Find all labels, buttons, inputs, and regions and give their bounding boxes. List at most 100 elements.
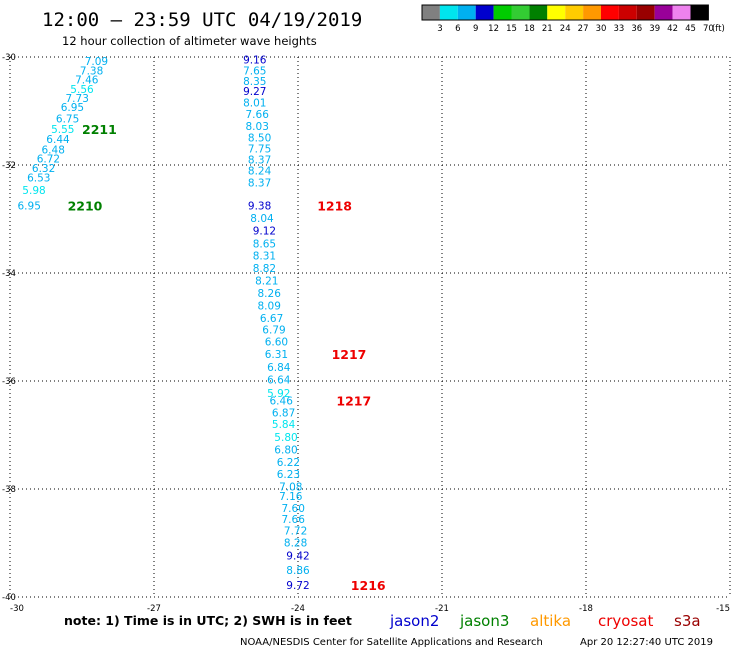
swh-value: 6.23 — [277, 469, 300, 481]
colorbar-label: 3 — [437, 24, 442, 34]
colorbar-swatch — [636, 5, 655, 20]
swh-value: 8.37 — [248, 155, 271, 167]
swh-value: 7.73 — [66, 93, 89, 105]
swh-value: 6.31 — [265, 349, 288, 361]
swh-value: 6.95 — [61, 102, 84, 114]
legend-s3a: s3a — [674, 612, 701, 630]
colorbar-swatch — [511, 5, 530, 20]
colorbar-swatch — [422, 5, 440, 20]
colorbar-swatch — [654, 5, 673, 20]
swh-value: 8.28 — [284, 537, 307, 549]
swh-value: 7.16 — [279, 491, 303, 503]
swh-value: 6.87 — [272, 407, 295, 419]
colorbar-label: 45 — [685, 24, 696, 34]
x-tick-label: -24 — [291, 604, 305, 614]
legend-altika: altika — [530, 612, 571, 630]
swh-value: 7.46 — [75, 75, 99, 87]
swh-value: 8.65 — [253, 238, 276, 250]
colorbar-label: 24 — [560, 24, 571, 34]
colorbar-swatch — [457, 5, 476, 20]
colorbar-unit: (ft) — [712, 24, 725, 34]
swh-value: 7.09 — [85, 56, 108, 68]
colorbar-frame — [421, 4, 709, 21]
axis-ticks: -30 -27 -24 -21 -18 -15 -30 -32 -34 -36 -38 -40 — [2, 53, 730, 614]
footer-timestamp: Apr 20 12:27:40 UTC 2019 — [580, 637, 713, 648]
swh-value: 9.72 — [286, 580, 309, 592]
swh-value: 7.66 — [282, 514, 306, 526]
colorbar-label: 33 — [613, 24, 624, 34]
x-tick-label: -27 — [147, 604, 161, 614]
swh-value: 9.16 — [243, 55, 267, 67]
colorbar-label: 6 — [455, 24, 460, 34]
swh-value: 7.38 — [80, 66, 103, 78]
swh-value: 5.80 — [274, 432, 297, 444]
x-tick-label: -21 — [435, 604, 449, 614]
colorbar-label: 42 — [667, 24, 678, 34]
swh-value: 5.84 — [272, 419, 296, 431]
y-tick-label: -32 — [2, 161, 16, 171]
swh-value: 6.79 — [262, 325, 285, 337]
pass-label: 1216 — [351, 578, 386, 593]
swh-value: 6.60 — [265, 337, 288, 349]
swh-value: 6.46 — [270, 395, 294, 407]
y-tick-label: -36 — [2, 377, 16, 387]
swh-value: 6.53 — [27, 172, 50, 184]
swh-value: 8.04 — [250, 213, 274, 225]
footer-credit: NOAA/NESDIS Center for Satellite Applica… — [240, 637, 543, 648]
colorbar-label: 21 — [542, 24, 553, 34]
colorbar-swatch — [601, 5, 619, 20]
swh-value: 6.80 — [274, 445, 297, 457]
swh-value: 6.72 — [37, 154, 60, 166]
y-tick-label: -40 — [2, 593, 16, 603]
colorbar-label: 27 — [578, 24, 589, 34]
x-tick-label: -15 — [716, 604, 730, 614]
colorbar-label: 30 — [596, 24, 607, 34]
swh-value: 6.22 — [277, 457, 300, 469]
swh-value: 7.75 — [248, 143, 271, 155]
swh-value: 6.67 — [260, 313, 283, 325]
colorbar-swatch — [565, 5, 584, 20]
swh-value: 8.82 — [253, 263, 276, 275]
colorbar-swatch — [690, 5, 709, 20]
note-text: note: 1) Time is in UTC; 2) SWH is in fe… — [64, 613, 352, 628]
swh-value: 8.09 — [258, 300, 281, 312]
colorbar-swatch — [583, 5, 601, 20]
swh-value: 5.98 — [22, 185, 45, 197]
chart-subtitle: 12 hour collection of altimeter wave hei… — [62, 34, 317, 48]
pass-label: 1218 — [317, 199, 352, 214]
satellite-legend: jason2 jason3 altika cryosat s3a — [389, 612, 701, 630]
swh-value: 6.64 — [267, 374, 291, 386]
colorbar-swatch — [493, 5, 512, 20]
swh-value: 6.48 — [42, 144, 65, 156]
y-tick-label: -38 — [2, 485, 16, 495]
swh-value: 9.12 — [253, 225, 276, 237]
swh-value: 6.44 — [46, 134, 70, 146]
swh-value: 8.35 — [243, 76, 266, 88]
colorbar: 3 6 9 12 15 18 21 24 27 30 33 36 39 42 45 70(ft) — [421, 4, 725, 34]
swh-value: 5.55 — [51, 124, 74, 136]
colorbar-label: 70 — [703, 24, 714, 34]
swh-value: 8.86 — [286, 565, 310, 577]
swh-value: 7.65 — [243, 66, 266, 78]
swh-value: 6.84 — [267, 362, 291, 374]
swh-value: 7.72 — [284, 526, 307, 538]
swh-value: 9.27 — [243, 86, 266, 98]
swh-value: 8.21 — [255, 276, 278, 288]
grid — [9, 56, 731, 598]
colorbar-swatch — [672, 5, 691, 20]
data-points: 7.097.387.465.567.736.956.755.556.446.48… — [18, 55, 386, 593]
swh-value: 8.01 — [243, 97, 266, 109]
swh-value: 7.08 — [279, 481, 302, 493]
swh-value: 7.66 — [246, 109, 270, 121]
swh-value: 6.32 — [32, 163, 55, 175]
colorbar-swatch — [439, 5, 458, 20]
x-tick-label: -30 — [10, 604, 24, 614]
swh-value: 9.42 — [286, 550, 309, 562]
chart-title: 12:00 – 23:59 UTC 04/19/2019 — [42, 9, 362, 31]
colorbar-label: 15 — [506, 24, 517, 34]
legend-jason3: jason3 — [459, 612, 509, 630]
swh-value: 8.03 — [246, 121, 269, 133]
swh-value: 5.92 — [267, 388, 290, 400]
colorbar-label: 9 — [473, 24, 478, 34]
